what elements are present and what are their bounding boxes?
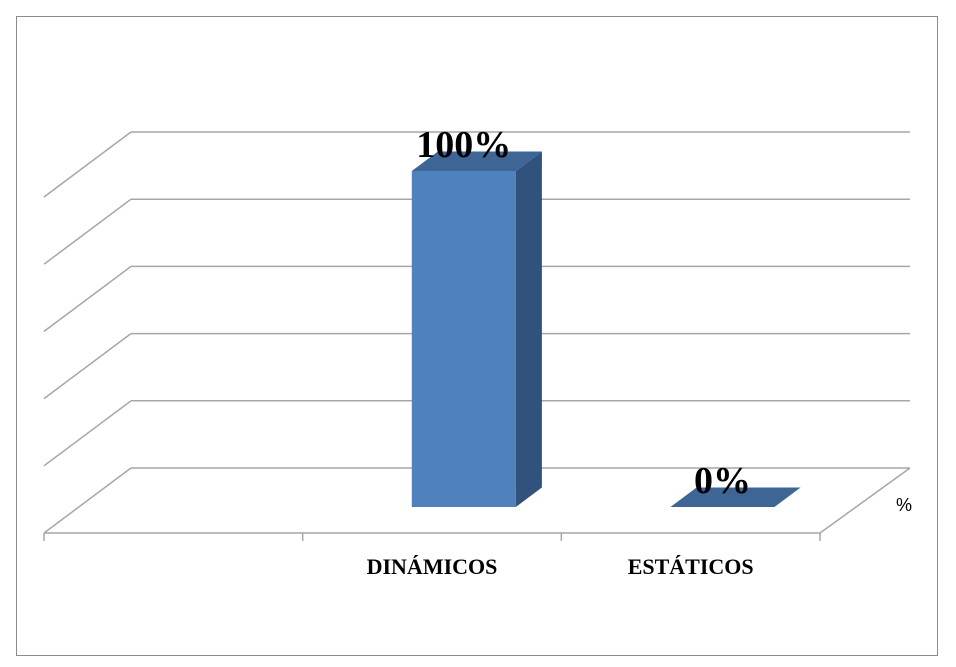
side-wall-gridline — [43, 265, 132, 333]
category-label: ESTÁTICOS — [628, 554, 754, 579]
side-wall-gridline — [43, 332, 132, 400]
side-wall-gridline — [43, 198, 132, 265]
data-label: 100% — [416, 124, 511, 166]
series-label: % — [896, 495, 912, 515]
data-label: 0% — [694, 460, 751, 502]
side-wall-gridline — [43, 467, 132, 534]
bar-top — [670, 487, 801, 507]
side-wall-gridline — [43, 131, 132, 198]
floor-right-edge — [819, 467, 911, 534]
bar-side — [515, 151, 542, 507]
bar-front — [411, 171, 516, 507]
side-wall-gridline — [43, 400, 132, 467]
category-label: DINÁMICOS — [367, 554, 498, 579]
bar-top — [411, 151, 542, 171]
